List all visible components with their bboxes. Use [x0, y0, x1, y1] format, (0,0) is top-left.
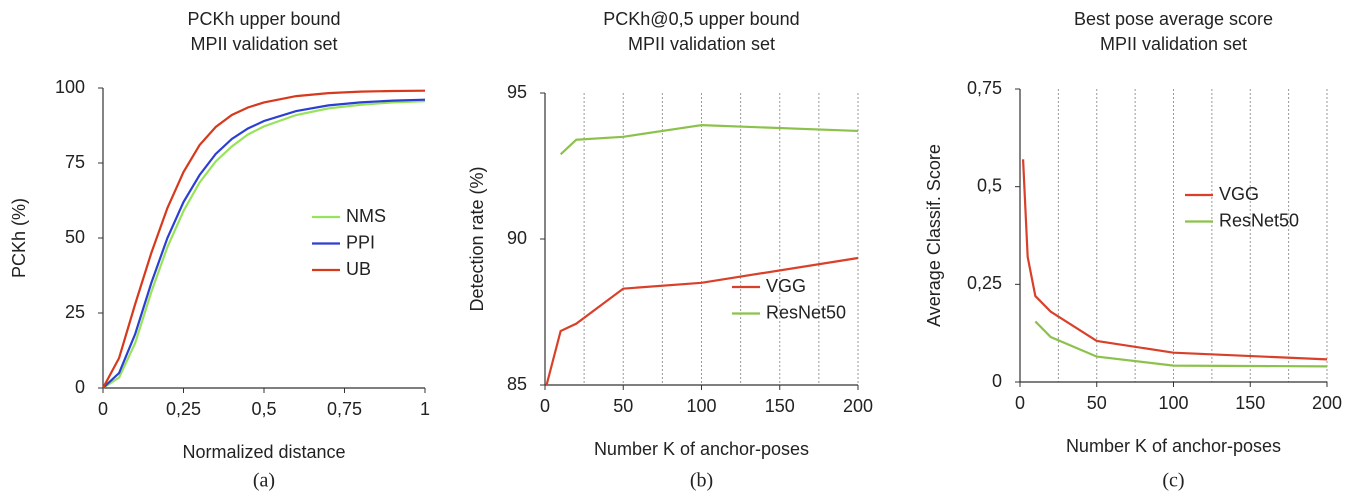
legend-label: ResNet50 — [766, 302, 846, 322]
legend-label: VGG — [1219, 184, 1259, 204]
y-tick-label: 90 — [507, 228, 527, 248]
legend-label: VGG — [766, 276, 806, 296]
series-line — [102, 98, 426, 389]
x-axis-label: Number K of anchor-poses — [1066, 436, 1281, 456]
y-tick-label: 75 — [65, 152, 85, 172]
x-tick-label: 0,75 — [327, 399, 362, 419]
legend-label: NMS — [346, 206, 386, 226]
x-tick-label: 0,25 — [166, 399, 201, 419]
y-axis-label: PCKh (%) — [9, 198, 29, 278]
series-line — [545, 256, 859, 386]
chart-subtitle: MPII validation set — [190, 34, 337, 54]
y-tick-label: 0 — [992, 371, 1002, 391]
y-tick-label: 25 — [65, 302, 85, 322]
x-tick-label: 200 — [1312, 393, 1342, 413]
x-tick-label: 0,5 — [251, 399, 276, 419]
x-tick-label: 200 — [843, 396, 873, 416]
x-tick-label: 0 — [1015, 393, 1025, 413]
x-tick-label: 150 — [765, 396, 795, 416]
y-axis-label: Average Classif. Score — [924, 144, 944, 327]
x-tick-label: 50 — [1087, 393, 1107, 413]
x-axis-label: Normalized distance — [182, 442, 345, 462]
legend-label: PPI — [346, 232, 375, 252]
x-tick-label: 0 — [98, 399, 108, 419]
x-tick-label: 100 — [1158, 393, 1188, 413]
y-tick-label: 0,5 — [977, 175, 1002, 195]
series-line — [102, 89, 426, 389]
x-tick-label: 0 — [540, 396, 550, 416]
y-axis-label: Detection rate (%) — [467, 166, 487, 311]
y-tick-label: 0,75 — [967, 78, 1002, 98]
chart-title: Best pose average score — [1074, 9, 1273, 29]
x-tick-label: 150 — [1235, 393, 1265, 413]
series-line — [1034, 320, 1328, 368]
series-line — [102, 100, 426, 389]
caption: (a) — [253, 470, 275, 492]
chart-title: PCKh@0,5 upper bound — [603, 9, 799, 29]
chart-subtitle: MPII validation set — [628, 34, 775, 54]
y-tick-label: 0,25 — [967, 273, 1002, 293]
legend-label: UB — [346, 259, 371, 279]
y-tick-label: 50 — [65, 227, 85, 247]
x-tick-label: 100 — [686, 396, 716, 416]
y-tick-label: 95 — [507, 82, 527, 102]
y-tick-label: 85 — [507, 374, 527, 394]
y-tick-label: 0 — [75, 377, 85, 397]
x-tick-label: 1 — [420, 399, 430, 419]
series-line — [559, 124, 859, 156]
caption: (b) — [690, 470, 713, 492]
y-tick-label: 100 — [55, 77, 85, 97]
x-axis-label: Number K of anchor-poses — [594, 439, 809, 459]
chart-subtitle: MPII validation set — [1100, 34, 1247, 54]
caption: (c) — [1162, 470, 1184, 492]
series-line — [1021, 159, 1328, 361]
x-tick-label: 50 — [613, 396, 633, 416]
chart-title: PCKh upper bound — [187, 9, 340, 29]
legend-label: ResNet50 — [1219, 210, 1299, 230]
